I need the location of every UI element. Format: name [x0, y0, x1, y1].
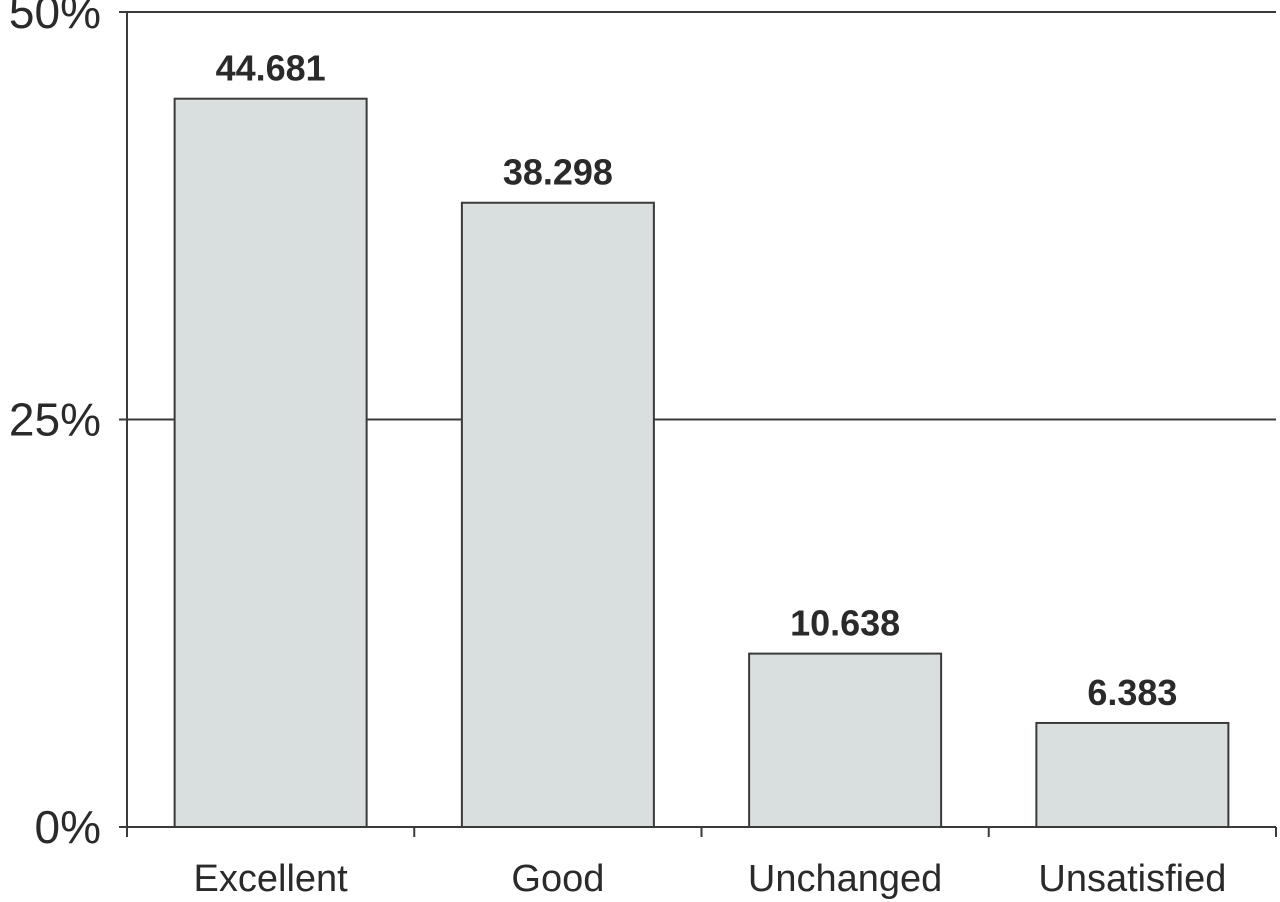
- value-labels: 44.681 38.298 10.638 6.383: [216, 48, 1178, 713]
- y-tick-labels: 0% 25% 50%: [9, 0, 101, 853]
- x-tick-label: Unchanged: [748, 858, 942, 900]
- y-tick-label: 0%: [35, 801, 101, 853]
- bar-unchanged: [748, 652, 943, 828]
- value-label: 44.681: [216, 48, 326, 89]
- y-tick-label: 25%: [9, 394, 101, 446]
- x-tick-label: Good: [511, 858, 604, 900]
- bars: [173, 97, 1230, 828]
- value-label: 38.298: [503, 152, 613, 193]
- x-tick-labels: Excellent Good Unchanged Unsatisfied: [194, 858, 1227, 900]
- bar-excellent: [173, 97, 368, 828]
- axes: [119, 11, 1277, 837]
- value-label: 6.383: [1087, 672, 1177, 713]
- bar-good: [460, 201, 655, 828]
- bar-unsatisfied: [1035, 721, 1230, 828]
- x-tick-label: Excellent: [194, 858, 349, 900]
- x-tick-label: Unsatisfied: [1038, 858, 1226, 900]
- value-label: 10.638: [790, 603, 900, 644]
- y-tick-label: 50%: [9, 0, 101, 38]
